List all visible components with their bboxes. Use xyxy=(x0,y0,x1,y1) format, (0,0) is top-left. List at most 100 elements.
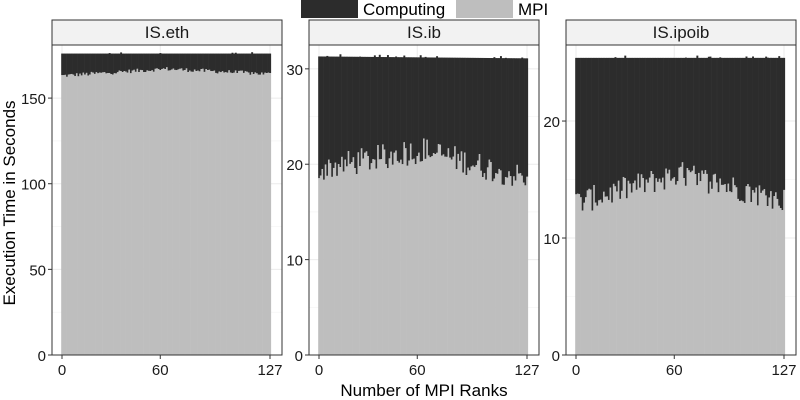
bar-mpi xyxy=(378,159,381,355)
bar-computing xyxy=(229,53,232,73)
bar-mpi xyxy=(756,205,759,355)
bar-mpi xyxy=(156,68,159,356)
bar-mpi xyxy=(249,74,252,355)
bar-mpi xyxy=(676,181,679,355)
bar-computing xyxy=(360,56,363,149)
bar-mpi xyxy=(409,143,412,355)
bar-mpi xyxy=(75,73,78,355)
bar-computing xyxy=(483,57,486,174)
bar-computing xyxy=(455,57,458,170)
bar-computing xyxy=(111,53,114,75)
bar-mpi xyxy=(783,189,786,355)
bar-computing xyxy=(205,53,208,70)
bar-computing xyxy=(125,53,127,72)
bar-mpi xyxy=(233,72,236,355)
bar-mpi xyxy=(753,192,756,355)
facet-panel: IS.eth 0 50 100 150 0 60 127 xyxy=(21,19,283,379)
bar-mpi xyxy=(174,69,177,356)
bar-computing xyxy=(421,57,424,162)
bar-computing xyxy=(403,55,406,143)
bar-computing xyxy=(701,57,704,171)
bar-computing xyxy=(738,57,741,202)
bar-computing xyxy=(730,57,733,193)
bar-mpi xyxy=(210,71,213,355)
bar-computing xyxy=(734,57,736,186)
bar-computing xyxy=(152,53,155,72)
bar-mpi xyxy=(110,74,113,355)
bar-computing xyxy=(414,57,417,165)
bar-mpi xyxy=(162,68,165,355)
bar-computing xyxy=(220,53,222,73)
bar-computing xyxy=(319,56,322,176)
bar-mpi xyxy=(475,165,478,355)
bar-computing xyxy=(157,53,160,70)
bar-mpi xyxy=(596,205,599,355)
bar-mpi xyxy=(226,72,229,355)
bar-computing xyxy=(763,57,766,190)
bar-computing xyxy=(208,53,211,70)
bar-mpi xyxy=(185,68,188,356)
bar-mpi xyxy=(742,201,745,355)
bar-mpi xyxy=(514,180,517,355)
bar-computing xyxy=(364,56,366,153)
bar-mpi xyxy=(694,174,697,355)
bar-mpi xyxy=(511,185,514,355)
bar-group xyxy=(575,55,786,355)
bar-computing xyxy=(717,57,720,193)
bar-mpi xyxy=(418,152,421,355)
bar-group xyxy=(318,54,529,355)
bar-mpi xyxy=(228,70,231,355)
bar-computing xyxy=(691,57,694,171)
bar-mpi xyxy=(370,163,373,355)
bar-mpi xyxy=(689,172,692,355)
bar-mpi xyxy=(129,73,132,355)
bar-computing xyxy=(660,57,663,183)
bar-computing xyxy=(604,57,607,197)
bar-mpi xyxy=(416,155,419,355)
bar-mpi xyxy=(115,73,118,356)
bar-mpi xyxy=(657,181,660,355)
bar-computing xyxy=(680,57,682,167)
bar-mpi xyxy=(80,75,83,355)
bar-mpi xyxy=(724,184,727,355)
bar-computing xyxy=(362,56,365,159)
bar-mpi xyxy=(576,193,579,355)
bar-mpi xyxy=(770,191,773,355)
bar-mpi xyxy=(704,170,707,355)
bar-computing xyxy=(447,57,450,149)
x-tick-label: 0 xyxy=(315,362,323,379)
bar-mpi xyxy=(419,161,422,355)
bar-computing xyxy=(349,56,352,164)
bar-mpi xyxy=(467,167,470,355)
bar-computing xyxy=(239,53,242,71)
bar-computing xyxy=(665,57,668,169)
bar-mpi xyxy=(244,71,247,355)
bar-mpi xyxy=(643,192,646,355)
bar-mpi xyxy=(586,190,589,355)
bar-computing xyxy=(724,57,727,185)
bar-computing xyxy=(683,57,686,179)
bar-computing xyxy=(133,53,136,70)
bar-mpi xyxy=(455,169,458,355)
bar-computing xyxy=(395,56,398,151)
bar-computing xyxy=(702,57,705,174)
bar-computing xyxy=(108,53,111,73)
bar-computing xyxy=(231,52,234,74)
bar-mpi xyxy=(698,172,700,355)
bar-mpi xyxy=(624,178,627,355)
x-tick-label: 60 xyxy=(409,362,426,379)
bar-mpi xyxy=(100,72,103,356)
bar-computing xyxy=(599,57,602,200)
bar-computing xyxy=(226,53,229,73)
bar-mpi xyxy=(699,181,702,355)
bar-mpi xyxy=(202,68,204,355)
bar-mpi xyxy=(747,184,750,355)
bar-mpi xyxy=(449,157,452,355)
bar-mpi xyxy=(64,74,67,355)
bar-mpi xyxy=(768,197,771,355)
bar-computing xyxy=(264,53,267,73)
bar-mpi xyxy=(332,167,335,355)
bar-mpi xyxy=(372,159,375,355)
bar-mpi xyxy=(606,196,609,355)
bar-mpi xyxy=(406,165,409,355)
